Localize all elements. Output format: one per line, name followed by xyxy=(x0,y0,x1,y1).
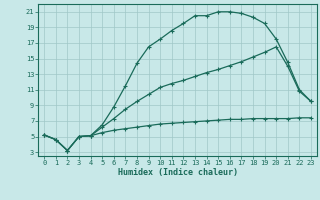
X-axis label: Humidex (Indice chaleur): Humidex (Indice chaleur) xyxy=(118,168,238,177)
